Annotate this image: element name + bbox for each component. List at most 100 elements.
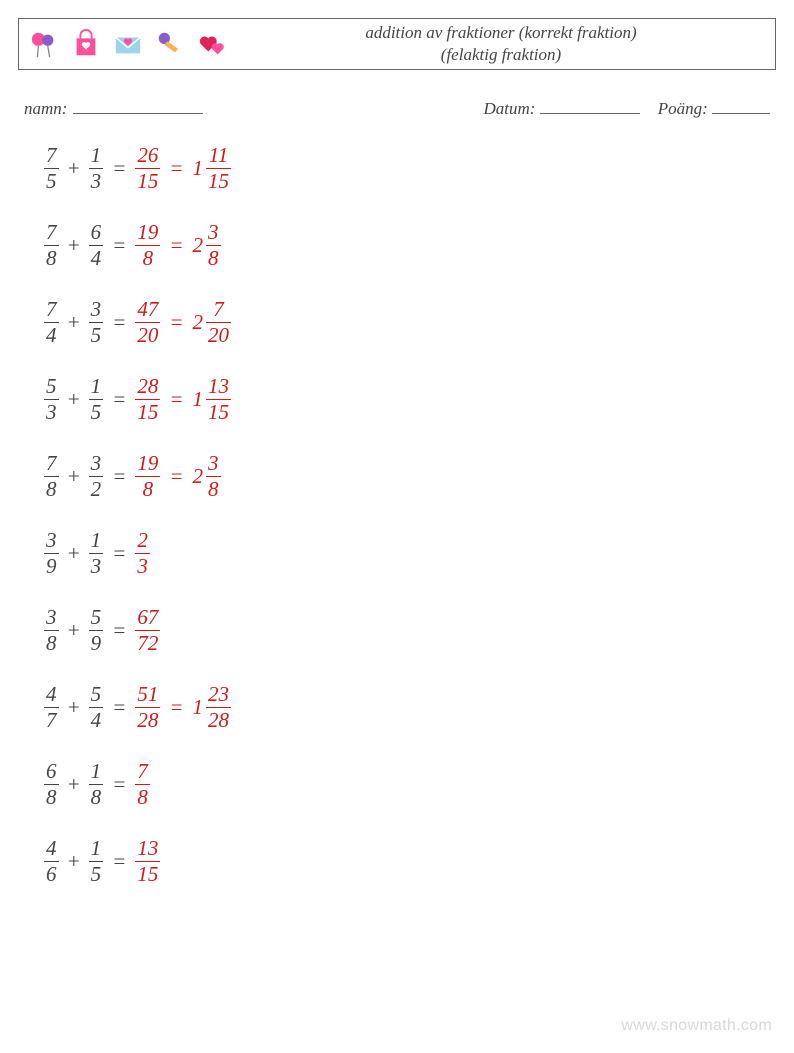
name-blank[interactable] [73, 96, 203, 114]
score-blank[interactable] [712, 96, 770, 114]
plus-sign: + [67, 541, 81, 566]
plus-sign: + [67, 156, 81, 181]
fraction: 68 [44, 761, 59, 808]
equals-sign: = [112, 849, 126, 874]
fraction: 13 [89, 145, 104, 192]
answer: 6772 [135, 607, 160, 654]
equals-sign: = [112, 387, 126, 412]
plus-sign: + [67, 233, 81, 258]
score-label: Poäng: [658, 99, 708, 118]
fraction: 54 [89, 684, 104, 731]
header-icons [19, 29, 227, 59]
fraction: 1115 [206, 145, 231, 192]
fraction: 35 [89, 299, 104, 346]
answer: 2815 =1 1315 [135, 376, 231, 423]
fraction: 5128 [135, 684, 160, 731]
problem-row: 74 + 35 = 4720 =2 720 [44, 299, 776, 346]
watermark: www.snowmath.com [621, 1017, 772, 1035]
fraction: 74 [44, 299, 59, 346]
title-line-2: (felaktig fraktion) [227, 44, 775, 66]
mixed-number: 1 1115 [193, 145, 232, 192]
answer: 1315 [135, 838, 160, 885]
mixed-number: 1 1315 [193, 376, 232, 423]
mixed-number: 2 720 [193, 299, 232, 346]
fraction: 38 [206, 222, 221, 269]
plus-sign: + [67, 464, 81, 489]
fraction: 39 [44, 530, 59, 577]
fraction: 78 [44, 222, 59, 269]
equals-sign: = [112, 464, 126, 489]
problem-row: 68 + 18 = 78 [44, 761, 776, 808]
plus-sign: + [67, 618, 81, 643]
equals-sign: = [112, 695, 126, 720]
fraction: 59 [89, 607, 104, 654]
fraction: 15 [89, 838, 104, 885]
fraction: 198 [135, 453, 160, 500]
shopping-bag-heart-icon [71, 29, 101, 59]
problem-row: 78 + 32 = 198 =2 38 [44, 453, 776, 500]
envelope-heart-icon [113, 29, 143, 59]
date-label: Datum: [484, 99, 536, 118]
fraction: 38 [44, 607, 59, 654]
fraction: 75 [44, 145, 59, 192]
problem-row: 78 + 64 = 198 =2 38 [44, 222, 776, 269]
problem-row: 47 + 54 = 5128 =1 2328 [44, 684, 776, 731]
fraction: 13 [89, 530, 104, 577]
problem-row: 53 + 15 = 2815 =1 1315 [44, 376, 776, 423]
answer: 4720 =2 720 [135, 299, 231, 346]
fraction: 2615 [135, 145, 160, 192]
fraction: 198 [135, 222, 160, 269]
fraction: 47 [44, 684, 59, 731]
problem-row: 46 + 15 = 1315 [44, 838, 776, 885]
fraction: 1315 [135, 838, 160, 885]
fraction: 2815 [135, 376, 160, 423]
mixed-number: 2 38 [193, 222, 221, 269]
answer: 5128 =1 2328 [135, 684, 231, 731]
equals-sign: = [112, 310, 126, 335]
meta-row: namn: Datum: Poäng: [18, 96, 776, 119]
problems-list: 75 + 13 = 2615 =1 1115 78 + 64 = 198 =2 … [18, 145, 776, 885]
plus-sign: + [67, 310, 81, 335]
mixed-number: 2 38 [193, 453, 221, 500]
fraction: 53 [44, 376, 59, 423]
problem-row: 39 + 13 = 23 [44, 530, 776, 577]
worksheet-title: addition av fraktioner (korrekt fraktion… [227, 22, 775, 66]
answer: 198 =2 38 [135, 453, 220, 500]
fraction: 15 [89, 376, 104, 423]
equals-sign: = [112, 233, 126, 258]
fraction: 78 [44, 453, 59, 500]
equals-sign: = [112, 772, 126, 797]
fraction: 18 [89, 761, 104, 808]
problem-row: 75 + 13 = 2615 =1 1115 [44, 145, 776, 192]
fraction: 78 [135, 761, 150, 808]
answer: 198 =2 38 [135, 222, 220, 269]
plus-sign: + [67, 772, 81, 797]
equals-sign: = [112, 156, 126, 181]
fraction: 2328 [206, 684, 231, 731]
header: addition av fraktioner (korrekt fraktion… [18, 18, 776, 70]
fraction: 64 [89, 222, 104, 269]
balloons-icon [29, 29, 59, 59]
microphone-icon [155, 29, 185, 59]
double-heart-icon [197, 29, 227, 59]
fraction: 23 [135, 530, 150, 577]
fraction: 6772 [135, 607, 160, 654]
plus-sign: + [67, 695, 81, 720]
fraction: 4720 [135, 299, 160, 346]
fraction: 720 [206, 299, 231, 346]
fraction: 38 [206, 453, 221, 500]
fraction: 1315 [206, 376, 231, 423]
equals-sign: = [112, 541, 126, 566]
answer: 2615 =1 1115 [135, 145, 231, 192]
title-line-1: addition av fraktioner (korrekt fraktion… [227, 22, 775, 44]
problem-row: 38 + 59 = 6772 [44, 607, 776, 654]
name-label: namn: [24, 99, 67, 119]
fraction: 32 [89, 453, 104, 500]
answer: 78 [135, 761, 150, 808]
fraction: 46 [44, 838, 59, 885]
date-blank[interactable] [540, 96, 640, 114]
answer: 23 [135, 530, 150, 577]
plus-sign: + [67, 387, 81, 412]
equals-sign: = [112, 618, 126, 643]
mixed-number: 1 2328 [193, 684, 232, 731]
